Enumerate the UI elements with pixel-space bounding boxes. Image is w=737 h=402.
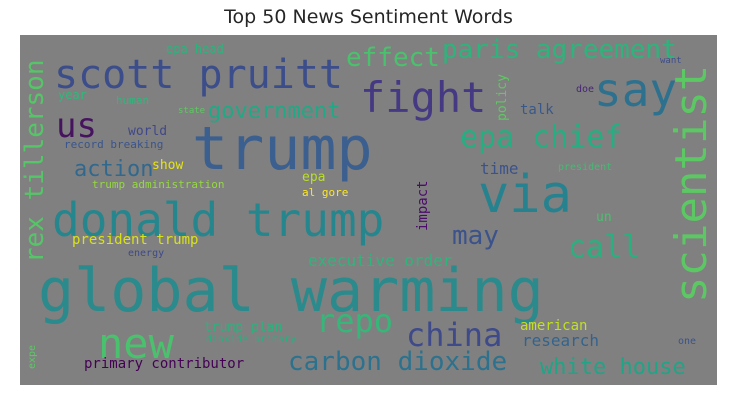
word-talk: talk	[520, 102, 554, 118]
word-time: time	[480, 159, 519, 178]
word-one: one	[678, 336, 697, 347]
word-president-trump: president trump	[72, 232, 199, 248]
word-scientist: scientist	[666, 64, 717, 303]
word-primary-contributor: primary contributor	[84, 356, 245, 372]
word-american: american	[520, 318, 588, 334]
word-executive-order: executive order	[308, 251, 453, 270]
word-epa-head: epa head	[166, 42, 224, 56]
word-donald-trump: donald trump	[52, 193, 385, 247]
word-rex-tillerson: rex tillerson	[20, 59, 50, 264]
word-al-gore: al gore	[302, 186, 349, 199]
word-may: may	[452, 221, 499, 251]
word-policy: policy	[495, 74, 510, 121]
chart-title: Top 50 News Sentiment Words	[224, 6, 513, 28]
word-research: research	[522, 331, 600, 350]
word-trump-administration: trump administration	[92, 178, 225, 191]
word-say: say	[594, 63, 678, 117]
word-paris-agreement: paris agreement	[442, 35, 677, 65]
word-dioxide-primary: dioxide primary	[206, 334, 297, 345]
word-trump-plan: trump plan	[204, 320, 283, 335]
word-cloud: global warming trump via donald trump sc…	[20, 35, 717, 385]
word-us: us	[56, 106, 97, 146]
word-want: want	[660, 56, 682, 66]
word-via: via	[478, 165, 572, 225]
word-carbon-dioxide: carbon dioxide	[288, 347, 508, 377]
word-year: year	[58, 88, 87, 102]
word-un: un	[596, 210, 612, 225]
word-record-breaking: record breaking	[64, 138, 164, 151]
word-action: action	[74, 157, 154, 182]
word-energy: energy	[128, 248, 165, 259]
word-impact: impact	[415, 180, 431, 231]
word-global-warming: global warming	[38, 256, 544, 326]
word-fight: fight	[360, 73, 487, 122]
word-repo: repo	[316, 302, 394, 340]
word-white-house: white house	[540, 355, 686, 380]
word-state: state	[178, 106, 206, 116]
word-expe: expe	[27, 344, 38, 369]
word-call: call	[568, 230, 641, 265]
word-doe: doe	[576, 84, 595, 95]
word-epa-chief: epa chief	[460, 120, 623, 155]
word-show: show	[152, 158, 184, 173]
word-trump: trump	[192, 114, 373, 184]
word-government: government	[208, 99, 341, 124]
word-scott-pruitt: scott pruitt	[54, 52, 343, 98]
word-world: world	[128, 124, 168, 139]
word-epa: epa	[302, 170, 326, 185]
word-new: new	[98, 319, 174, 368]
word-china: china	[406, 316, 503, 354]
word-effect: effect	[346, 43, 440, 73]
word-human: human	[116, 94, 150, 107]
word-president: president	[558, 162, 613, 173]
